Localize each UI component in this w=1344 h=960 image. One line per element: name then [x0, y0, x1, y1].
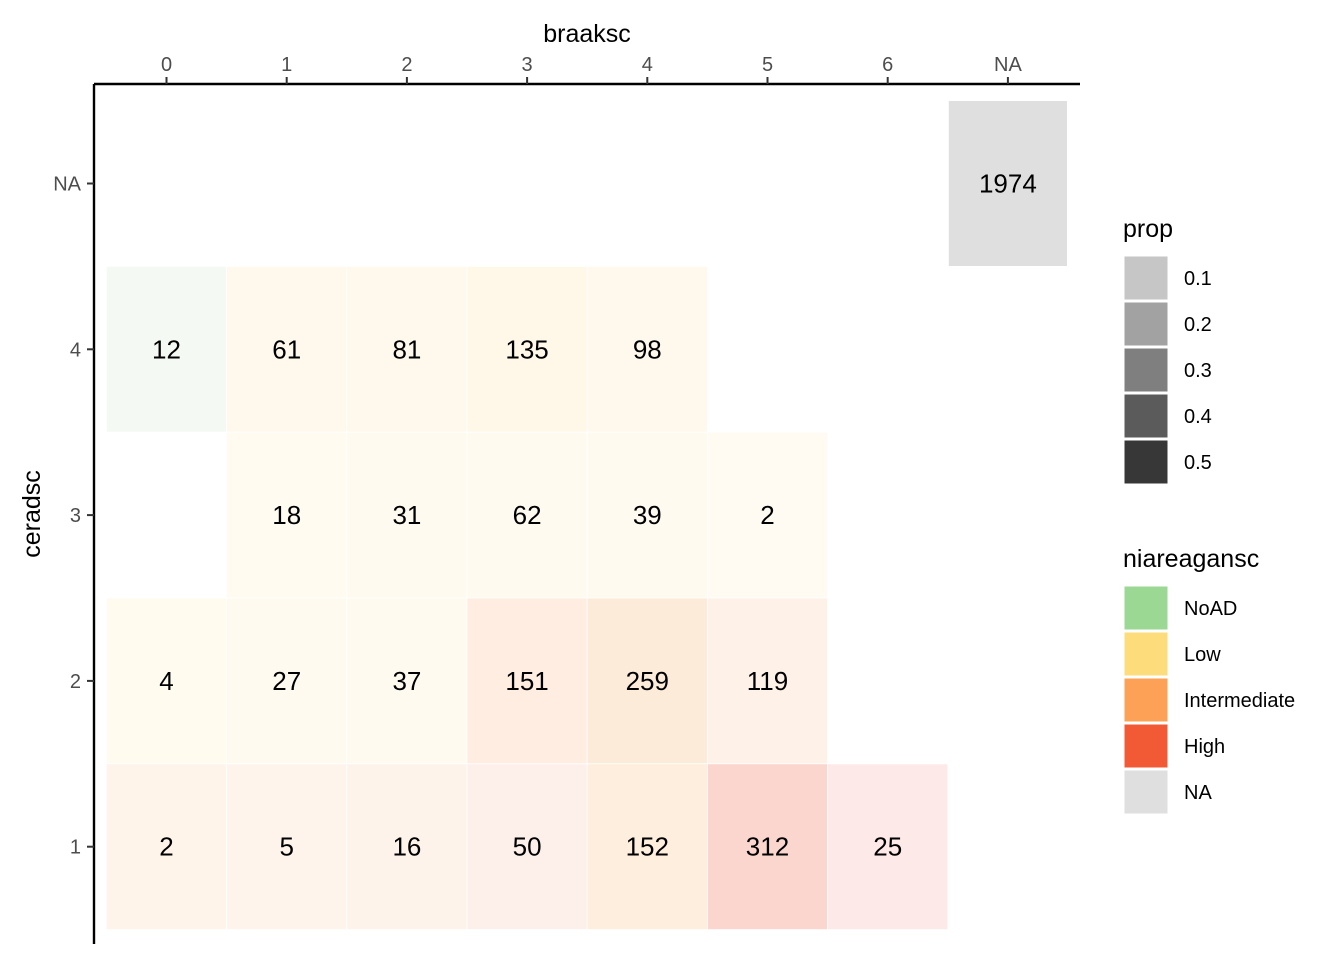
legend-key — [1123, 301, 1169, 347]
legend-key — [1123, 631, 1169, 677]
cell-count-label: 27 — [272, 666, 301, 696]
legend-key — [1123, 393, 1169, 439]
cell-count-label: 12 — [152, 334, 181, 364]
y-axis-title: ceradsc — [18, 470, 46, 558]
x-tick-label: NA — [994, 54, 1022, 76]
x-tick-label: 4 — [642, 54, 653, 76]
cell-count-label: 135 — [505, 334, 548, 364]
heatmap-cell — [948, 100, 1068, 267]
heatmap-cell — [466, 597, 588, 765]
cell-count-label: 119 — [747, 666, 788, 696]
cell-count-label: 16 — [392, 832, 421, 862]
heatmap-cell — [586, 265, 708, 433]
cell-count-label: 259 — [626, 666, 669, 696]
legend-label: 0.2 — [1184, 314, 1212, 336]
heatmap-cell — [106, 265, 227, 433]
legend-label: 0.1 — [1184, 268, 1212, 290]
legend-key — [1123, 769, 1169, 815]
heatmap-cell — [346, 763, 468, 930]
legend-key — [1123, 585, 1169, 631]
y-tick-label: 1 — [70, 837, 81, 859]
cell-count-label: 2 — [159, 832, 173, 862]
axes — [92, 82, 1080, 944]
legend-label: Low — [1184, 644, 1221, 666]
legend-label: High — [1184, 736, 1225, 758]
cell-count-label: 152 — [626, 832, 669, 862]
x-tick-label: 0 — [161, 54, 172, 76]
heatmap-cells — [106, 100, 1068, 930]
cell-count-label: 50 — [513, 832, 542, 862]
cell-count-label: 4 — [159, 666, 173, 696]
x-axis-ticks: 0 1 2 3 4 5 6 NA — [161, 54, 1022, 84]
legend-key — [1123, 347, 1169, 393]
y-tick-label: 2 — [70, 671, 81, 693]
cell-count-label: 39 — [633, 500, 662, 530]
cell-count-label: 18 — [272, 500, 301, 530]
heatmap-cell — [586, 597, 708, 765]
heatmap-cell — [346, 265, 468, 433]
legend-key — [1123, 677, 1169, 723]
heatmap-cell — [226, 265, 348, 433]
heatmap-cell — [106, 763, 227, 930]
cell-count-label: 25 — [873, 832, 902, 862]
legend-key — [1123, 439, 1169, 485]
cell-count-label: 312 — [746, 832, 789, 862]
legend-title: niareagansc — [1123, 545, 1259, 573]
legend-label: NA — [1184, 782, 1212, 804]
legend-key — [1123, 723, 1169, 769]
x-tick-label: 5 — [762, 54, 773, 76]
x-tick-label: 6 — [882, 54, 893, 76]
legend-label: 0.4 — [1184, 406, 1212, 428]
legend-label: 0.5 — [1184, 452, 1212, 474]
heatmap-cell — [346, 597, 468, 765]
cell-count-label: 31 — [392, 500, 421, 530]
y-tick-label: NA — [53, 174, 81, 196]
x-tick-label: 1 — [281, 54, 292, 76]
legend-label: NoAD — [1184, 598, 1237, 620]
cell-count-label: 61 — [272, 334, 301, 364]
legends: prop 0.1 0.2 0.3 0.4 0.5 niareagansc NoAD Low Int… — [1123, 215, 1295, 815]
legend-key — [1123, 255, 1169, 301]
x-axis-title: braaksc — [543, 20, 631, 48]
x-tick-label: 3 — [522, 54, 533, 76]
legend-title: prop — [1123, 215, 1173, 243]
cell-count-label: 98 — [633, 334, 662, 364]
x-tick-label: 2 — [401, 54, 412, 76]
cell-count-label: 37 — [392, 666, 421, 696]
heatmap-cell — [586, 763, 708, 930]
cell-count-label: 5 — [279, 832, 293, 862]
cell-count-label: 62 — [513, 500, 542, 530]
heatmap-cell — [226, 763, 348, 930]
heatmap-cell — [827, 763, 949, 930]
heatmap-cell — [346, 431, 468, 599]
y-tick-label: 3 — [70, 505, 81, 527]
y-tick-label: 4 — [70, 339, 81, 361]
y-axis-ticks: 1 2 3 4 NA — [53, 174, 94, 859]
legend-label: Intermediate — [1184, 690, 1295, 712]
heatmap-cell — [466, 431, 588, 599]
heatmap-cell — [226, 597, 348, 765]
cell-count-label: 1974 — [979, 169, 1037, 199]
cell-count-label: 81 — [392, 334, 421, 364]
heatmap-cell — [707, 431, 829, 599]
legend-label: 0.3 — [1184, 360, 1212, 382]
heatmap-cell — [466, 763, 588, 930]
cell-count-label: 151 — [505, 666, 548, 696]
cell-count-label: 2 — [760, 500, 774, 530]
heatmap-cell — [707, 597, 829, 765]
heatmap-cell — [707, 763, 829, 930]
heatmap-cell — [226, 431, 348, 599]
heatmap-cell — [466, 265, 588, 433]
